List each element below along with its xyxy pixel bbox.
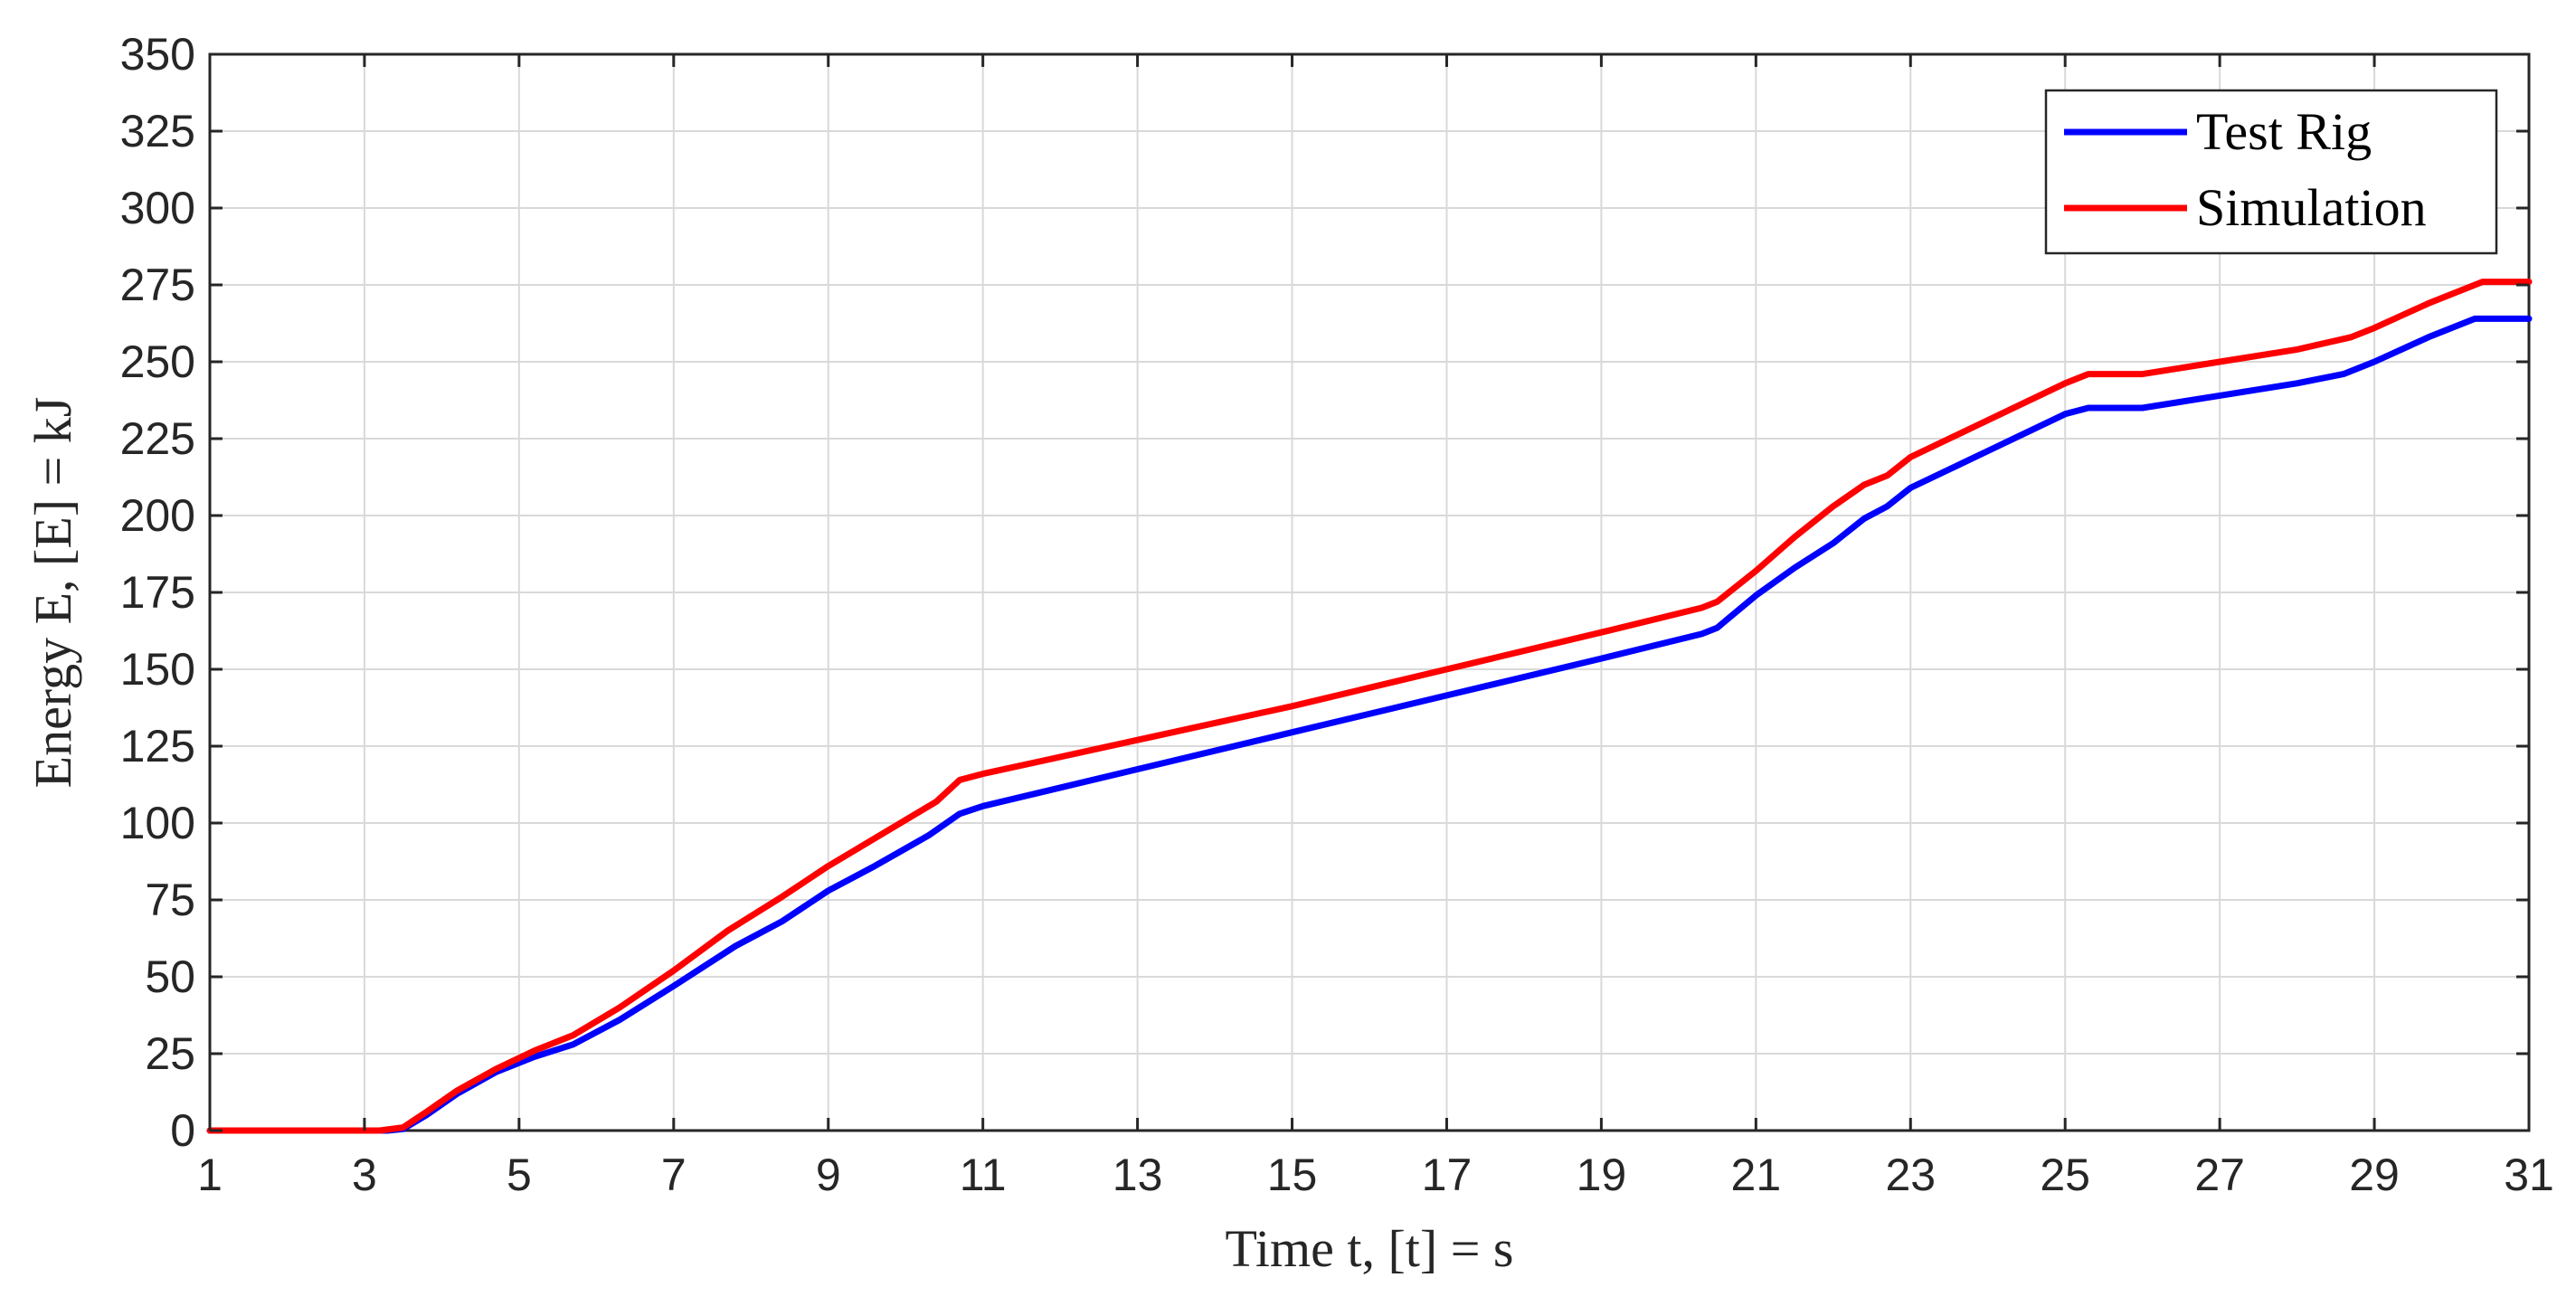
x-tick-label: 23 — [1885, 1150, 1936, 1200]
axis-ticks: 1 3 5 7 9 11 13 15 17 19 21 23 25 27 29 310255075100125… — [120, 29, 2554, 1200]
y-tick-label: 225 — [120, 413, 195, 464]
x-axis-label: Time t, [t] = s — [1226, 1219, 1514, 1278]
y-tick-label: 300 — [120, 183, 195, 233]
x-tick-label: 9 — [816, 1150, 841, 1200]
y-tick-label: 250 — [120, 336, 195, 387]
y-tick-label: 200 — [120, 490, 195, 541]
series-line-simulation — [206, 279, 2533, 1134]
x-tick-label: 5 — [507, 1150, 532, 1200]
y-tick-label: 350 — [120, 29, 195, 80]
legend-label-test-rig: Test Rig — [2196, 102, 2372, 161]
y-tick-label: 125 — [120, 721, 195, 771]
x-tick-label: 29 — [2349, 1150, 2400, 1200]
y-tick-label: 0 — [170, 1105, 195, 1156]
series-lines — [206, 279, 2533, 1134]
y-tick-label: 100 — [120, 798, 195, 848]
x-tick-label: 19 — [1577, 1150, 1627, 1200]
x-tick-label: 27 — [2194, 1150, 2245, 1200]
x-tick-label: 3 — [352, 1150, 377, 1200]
y-tick-label: 25 — [145, 1028, 195, 1079]
legend-box — [2044, 89, 2498, 255]
x-tick-label: 15 — [1267, 1150, 1318, 1200]
y-tick-label: 150 — [120, 644, 195, 695]
legend: Test Rig Simulation — [2044, 89, 2498, 255]
series-line-test-rig — [206, 315, 2533, 1134]
y-tick-label: 50 — [145, 951, 195, 1002]
x-tick-label: 7 — [661, 1150, 687, 1200]
x-tick-label: 13 — [1113, 1150, 1163, 1200]
legend-label-simulation: Simulation — [2196, 178, 2427, 237]
x-tick-label: 1 — [197, 1150, 223, 1200]
x-tick-label: 31 — [2504, 1150, 2554, 1200]
y-tick-label: 175 — [120, 567, 195, 618]
x-tick-label: 17 — [1422, 1150, 1473, 1200]
x-tick-label: 25 — [2040, 1150, 2090, 1200]
y-tick-label: 325 — [120, 106, 195, 156]
x-tick-label: 21 — [1731, 1150, 1782, 1200]
y-tick-label: 275 — [120, 260, 195, 310]
x-tick-label: 11 — [960, 1150, 1007, 1200]
y-axis-label: Energy E, [E] = kJ — [24, 397, 82, 789]
y-tick-label: 75 — [145, 875, 195, 925]
